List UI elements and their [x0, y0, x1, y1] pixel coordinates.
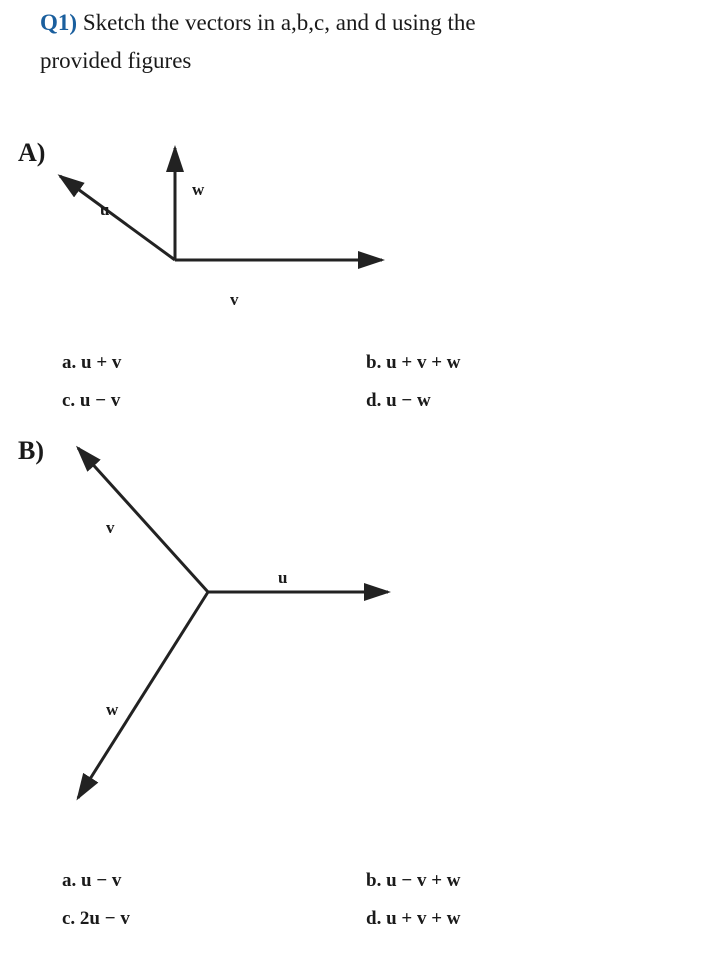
- option-b-d: d. u + v + w: [366, 908, 461, 930]
- option-b-b: b. u − v + w: [366, 870, 461, 892]
- option-a-a: a. u + v: [62, 352, 121, 374]
- vector-v-label-b: v: [106, 518, 115, 538]
- option-a-d: d. u − w: [366, 390, 431, 412]
- vector-u-label-a: u: [100, 200, 109, 220]
- part-b-label: B): [18, 436, 44, 466]
- option-b-c: c. 2u − v: [62, 908, 130, 930]
- option-a-c: c. u − v: [62, 390, 120, 412]
- figure-a: [0, 0, 720, 968]
- vector-w-label-b: w: [106, 700, 118, 720]
- option-a-b: b. u + v + w: [366, 352, 461, 374]
- vector-u-label-b: u: [278, 568, 287, 588]
- option-b-a: a. u − v: [62, 870, 121, 892]
- vector-w-label-a: w: [192, 180, 204, 200]
- vector-v-label-a: v: [230, 290, 239, 310]
